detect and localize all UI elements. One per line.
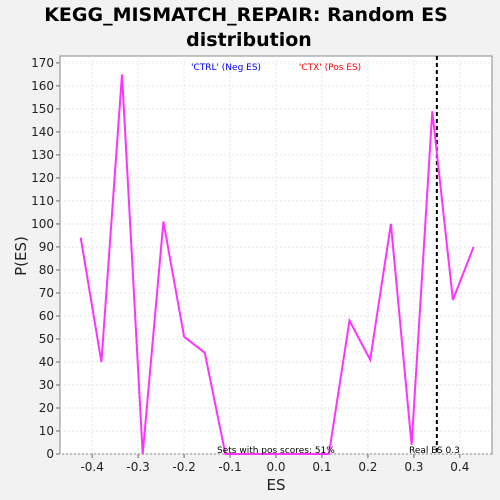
x-tick-label: -0.2 xyxy=(172,460,195,474)
y-tick-label: 120 xyxy=(31,171,54,185)
x-axis-label: ES xyxy=(267,476,286,494)
axis-ticks: 0 10 20 30 40 50 60 70 80 90 100 110 120 130 140 150 160… xyxy=(31,56,469,474)
x-tick-label: 0.3 xyxy=(404,460,423,474)
y-tick-label: 60 xyxy=(39,309,54,323)
chart-title-line2: distribution xyxy=(186,29,312,51)
y-tick-label: 150 xyxy=(31,102,54,116)
x-tick-label: 0.1 xyxy=(312,460,331,474)
chart-title-line1: KEGG_MISMATCH_REPAIR: Random ES xyxy=(44,4,448,26)
y-tick-label: 130 xyxy=(31,148,54,162)
y-tick-label: 140 xyxy=(31,125,54,139)
x-tick-label: -0.4 xyxy=(80,460,103,474)
y-tick-label: 160 xyxy=(31,79,54,93)
y-tick-label: 110 xyxy=(31,194,54,208)
x-tick-label: -0.3 xyxy=(126,460,149,474)
x-tick-label: -0.1 xyxy=(218,460,241,474)
y-tick-label: 10 xyxy=(39,424,54,438)
x-tick-label: 0.2 xyxy=(358,460,377,474)
y-tick-label: 20 xyxy=(39,401,54,415)
y-tick-label: 80 xyxy=(39,263,54,277)
y-axis-label: P(ES) xyxy=(12,236,30,276)
y-tick-label: 170 xyxy=(31,56,54,70)
y-tick-label: 0 xyxy=(46,447,54,461)
series-line xyxy=(79,74,475,455)
x-tick-label: 0.4 xyxy=(450,460,469,474)
y-tick-label: 40 xyxy=(39,355,54,369)
y-tick-label: 100 xyxy=(31,217,54,231)
y-tick-label: 70 xyxy=(39,286,54,300)
legend-pos-es: 'CTX' (Pos ES) xyxy=(299,63,361,73)
real-es-annotation: Real ES 0.3 xyxy=(409,446,460,456)
y-tick-label: 90 xyxy=(39,240,54,254)
x-tick-label: 0.0 xyxy=(266,460,285,474)
legend-neg-es: 'CTRL' (Neg ES) xyxy=(191,63,261,73)
y-tick-label: 30 xyxy=(39,378,54,392)
pos-scores-annotation: Sets with pos scores: 51% xyxy=(217,446,335,456)
y-tick-label: 50 xyxy=(39,332,54,346)
